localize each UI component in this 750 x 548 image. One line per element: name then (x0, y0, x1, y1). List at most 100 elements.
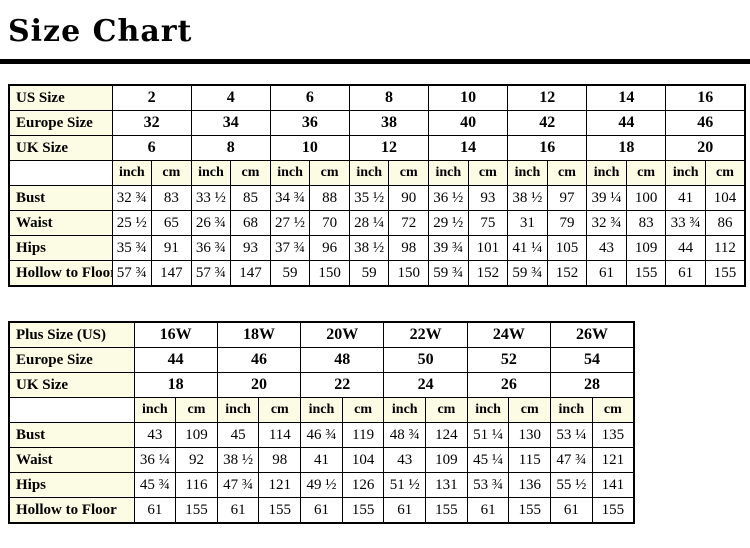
size-row: Plus Size (US) 16W 18W 20W 22W 24W 26W (8, 321, 635, 348)
size-value-cell: 8 (190, 135, 271, 161)
size-value-cell: 18 (586, 135, 667, 161)
unit-header-cell: cm (625, 160, 667, 186)
row-label: UK Size (8, 372, 135, 398)
measurement-cell: 83 (151, 185, 192, 211)
measurement-cell: 104 (704, 185, 746, 211)
unit-header-cell: inch (216, 397, 260, 423)
unit-header-cell: inch (665, 160, 706, 186)
unit-header-cell: inch (428, 160, 469, 186)
measurement-cell: 43 (383, 447, 427, 473)
measurement-cell: 124 (425, 422, 468, 448)
measurement-cell: 121 (591, 447, 635, 473)
row-label: Bust (8, 185, 113, 211)
unit-header-cell: cm (425, 397, 468, 423)
measurement-cell: 92 (175, 447, 218, 473)
measurement-row: Waist 25 ½ 65 26 ¾ 68 27 ½ 70 28 ¼ 72 29 ½ 75 31 79 3… (8, 210, 746, 236)
unit-header-row: inch cm inch cm inch cm inch cm inch cm inch cm inch… (8, 160, 746, 186)
unit-header-cell: cm (258, 397, 302, 423)
size-value-cell: 54 (550, 347, 635, 373)
size-value-cell: 14 (586, 84, 667, 111)
size-value-cell: 32 (111, 110, 192, 136)
measurement-cell: 112 (704, 235, 746, 261)
measurement-cell: 61 (550, 497, 593, 524)
row-label: Bust (8, 422, 135, 448)
measurement-cell: 61 (466, 497, 510, 524)
measurement-cell: 104 (341, 447, 385, 473)
measurement-cell: 38 ½ (507, 185, 548, 211)
unit-header-cell: cm (467, 160, 509, 186)
size-value-cell: 44 (133, 347, 218, 373)
measurement-cell: 39 ¾ (428, 235, 469, 261)
measurement-cell: 155 (341, 497, 385, 524)
size-value-cell: 16W (133, 321, 218, 348)
measurement-row: Bust 32 ¾ 83 33 ½ 85 34 ¾ 88 35 ½ 90 36 ½ 93 38 ½ 97… (8, 185, 746, 211)
measurement-cell: 90 (388, 185, 429, 211)
size-value-cell: 20 (216, 372, 302, 398)
unit-header-cell: cm (546, 160, 588, 186)
measurement-cell: 85 (230, 185, 271, 211)
size-value-cell: 34 (190, 110, 271, 136)
size-row: Europe Size 32 34 36 38 40 42 44 46 (8, 110, 746, 136)
measurement-cell: 116 (175, 472, 218, 498)
measurement-cell: 141 (591, 472, 635, 498)
measurement-cell: 26 ¾ (190, 210, 232, 236)
measurement-cell: 45 ¾ (133, 472, 177, 498)
size-value-cell: 10 (269, 135, 350, 161)
measurement-cell: 47 ¾ (216, 472, 260, 498)
measurement-cell: 46 ¾ (300, 422, 343, 448)
measurement-cell: 33 ½ (190, 185, 232, 211)
row-label: Hollow to Floor (8, 497, 135, 524)
measurement-cell: 51 ¼ (466, 422, 510, 448)
unit-header-cell: cm (591, 397, 635, 423)
unit-header-cell: cm (508, 397, 552, 423)
measurement-cell: 65 (151, 210, 192, 236)
row-label: Waist (8, 447, 135, 473)
measurement-cell: 59 ¾ (428, 260, 469, 287)
measurement-cell: 41 ¼ (507, 235, 548, 261)
size-value-cell: 36 (269, 110, 350, 136)
measurement-cell: 37 ¾ (269, 235, 311, 261)
size-value-cell: 38 (348, 110, 430, 136)
measurement-cell: 98 (388, 235, 429, 261)
standard-size-table: US Size 2 4 6 8 10 12 14 16 Europe Size 32 34 36 38 40… (8, 84, 746, 287)
measurement-cell: 27 ½ (269, 210, 311, 236)
measurement-cell: 147 (151, 260, 192, 287)
measurement-cell: 135 (591, 422, 635, 448)
measurement-cell: 35 ¾ (111, 235, 153, 261)
unit-header-cell: inch (133, 397, 177, 423)
measurement-cell: 29 ½ (428, 210, 469, 236)
unit-header-cell: inch (269, 160, 311, 186)
measurement-cell: 45 (216, 422, 260, 448)
measurement-cell: 55 ½ (550, 472, 593, 498)
measurement-cell: 61 (216, 497, 260, 524)
measurement-cell: 155 (425, 497, 468, 524)
measurement-cell: 136 (508, 472, 552, 498)
measurement-cell: 70 (309, 210, 350, 236)
measurement-cell: 155 (625, 260, 667, 287)
size-value-cell: 12 (348, 135, 430, 161)
measurement-cell: 33 ¾ (665, 210, 706, 236)
measurement-row: Hollow to Floor 57 ¾ 147 57 ¾ 147 59 150 59 150 5… (8, 260, 746, 287)
unit-header-cell: inch (586, 160, 627, 186)
measurement-cell: 119 (341, 422, 385, 448)
unit-header-cell: cm (151, 160, 192, 186)
size-value-cell: 12 (507, 84, 588, 111)
measurement-cell: 115 (508, 447, 552, 473)
row-label: UK Size (8, 135, 113, 161)
row-label: Plus Size (US) (8, 321, 135, 348)
size-value-cell: 24W (466, 321, 552, 348)
measurement-cell: 34 ¾ (269, 185, 311, 211)
size-tables-container: US Size 2 4 6 8 10 12 14 16 Europe Size 32 34 36 38 40… (0, 84, 750, 524)
measurement-row: Waist 36 ¼ 92 38 ½ 98 41 104 43 109 45 ¼ 115 47 ¾ 12… (8, 447, 635, 473)
measurement-cell: 72 (388, 210, 429, 236)
unit-header-cell: inch (466, 397, 510, 423)
unit-header-cell: inch (190, 160, 232, 186)
measurement-cell: 97 (546, 185, 588, 211)
unit-header-cell: inch (300, 397, 343, 423)
measurement-cell: 93 (467, 185, 509, 211)
unit-header-cell: cm (341, 397, 385, 423)
measurement-cell: 79 (546, 210, 588, 236)
row-label: Hips (8, 235, 113, 261)
measurement-cell: 59 (348, 260, 390, 287)
measurement-cell: 53 ¾ (466, 472, 510, 498)
